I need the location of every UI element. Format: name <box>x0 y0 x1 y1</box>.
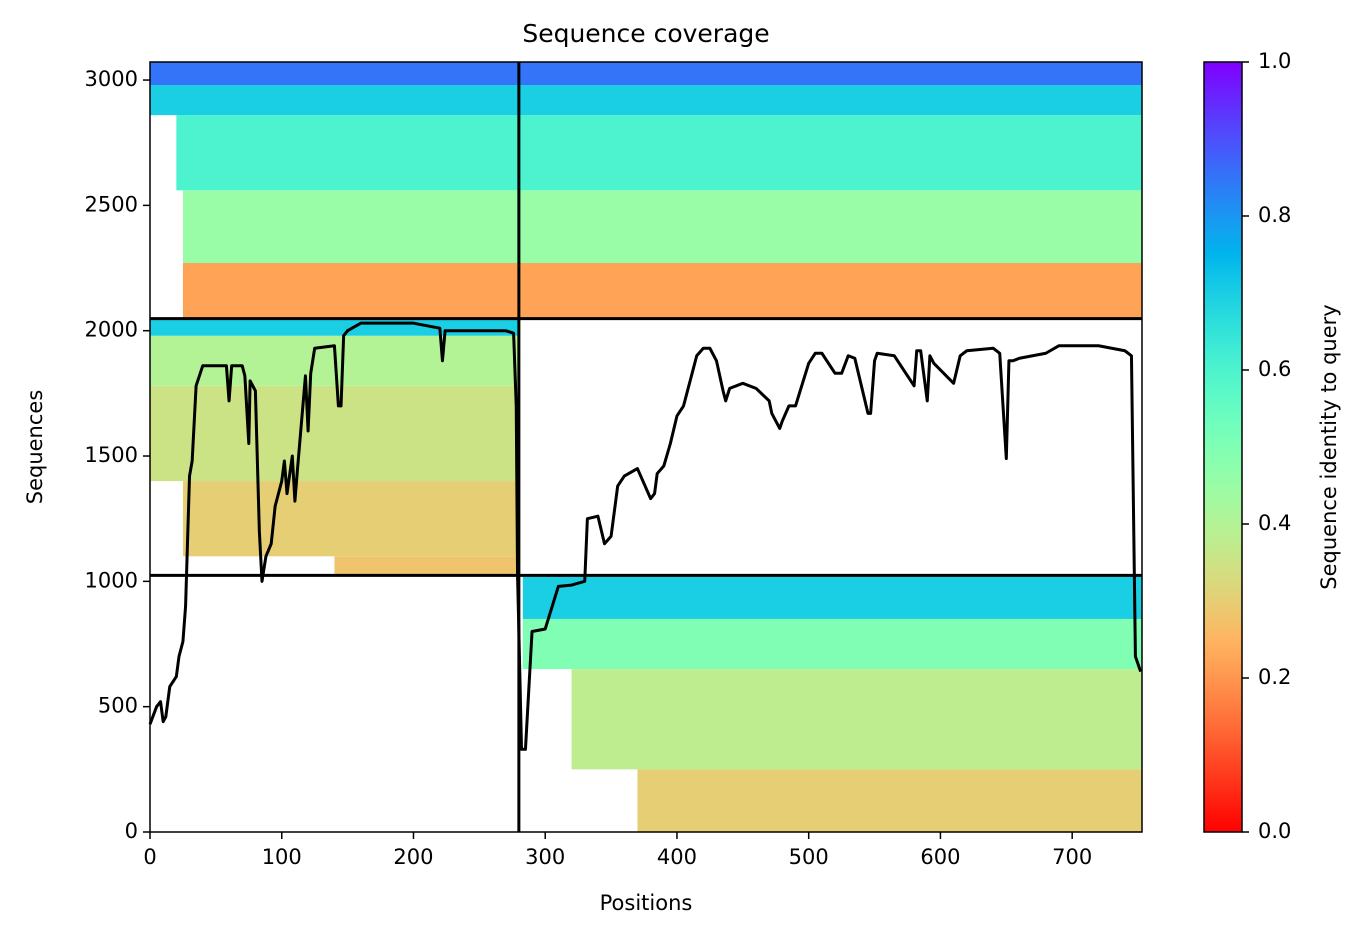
colorbar-tick-label: 0.0 <box>1258 819 1291 843</box>
msa-block <box>518 115 1142 191</box>
msa-block <box>518 190 1142 264</box>
y-tick-label: 2500 <box>85 192 138 216</box>
msa-block <box>176 115 519 191</box>
colorbar-tick-label: 0.4 <box>1258 511 1291 535</box>
msa-block <box>518 263 1142 319</box>
x-tick-label: 600 <box>920 845 960 869</box>
msa-block <box>571 669 1142 770</box>
x-tick-label: 400 <box>657 845 697 869</box>
colorbar-tick-label: 0.2 <box>1258 665 1291 689</box>
x-tick-label: 200 <box>393 845 433 869</box>
x-tick-label: 0 <box>143 845 156 869</box>
y-tick-label: 2000 <box>85 318 138 342</box>
msa-block <box>150 62 519 86</box>
x-tick-label: 700 <box>1052 845 1092 869</box>
x-axis-label: Positions <box>600 891 693 915</box>
x-tick-label: 300 <box>525 845 565 869</box>
msa-block <box>334 556 519 576</box>
coverage-line <box>148 321 1143 751</box>
plot-frame <box>149 61 1143 833</box>
y-tick-label: 500 <box>98 694 138 718</box>
x-tick-label: 100 <box>262 845 302 869</box>
y-tick-label: 3000 <box>85 67 138 91</box>
msa-block <box>182 481 519 557</box>
msa-block <box>150 318 519 336</box>
plot-area <box>148 62 1143 832</box>
msa-block <box>518 85 1142 116</box>
msa-block <box>150 85 519 116</box>
chart-title: Sequence coverage <box>522 19 769 48</box>
colorbar-tick-label: 1.0 <box>1258 49 1291 73</box>
msa-block <box>182 190 519 264</box>
colorbar-tick-label: 0.8 <box>1258 203 1291 227</box>
x-tick-label: 500 <box>789 845 829 869</box>
msa-block <box>150 385 519 482</box>
msa-block <box>637 769 1142 832</box>
msa-block <box>518 62 1142 86</box>
y-tick-label: 1000 <box>85 568 138 592</box>
y-tick-label: 0 <box>125 819 138 843</box>
colorbar-tick-label: 0.6 <box>1258 357 1291 381</box>
y-axis-label: Sequences <box>23 390 47 505</box>
msa-block <box>522 618 1142 670</box>
colorbar <box>1203 61 1243 833</box>
msa-block <box>182 263 519 319</box>
msa-block <box>522 575 1142 619</box>
colorbar-label: Sequence identity to query <box>1317 304 1341 589</box>
y-tick-label: 1500 <box>85 443 138 467</box>
